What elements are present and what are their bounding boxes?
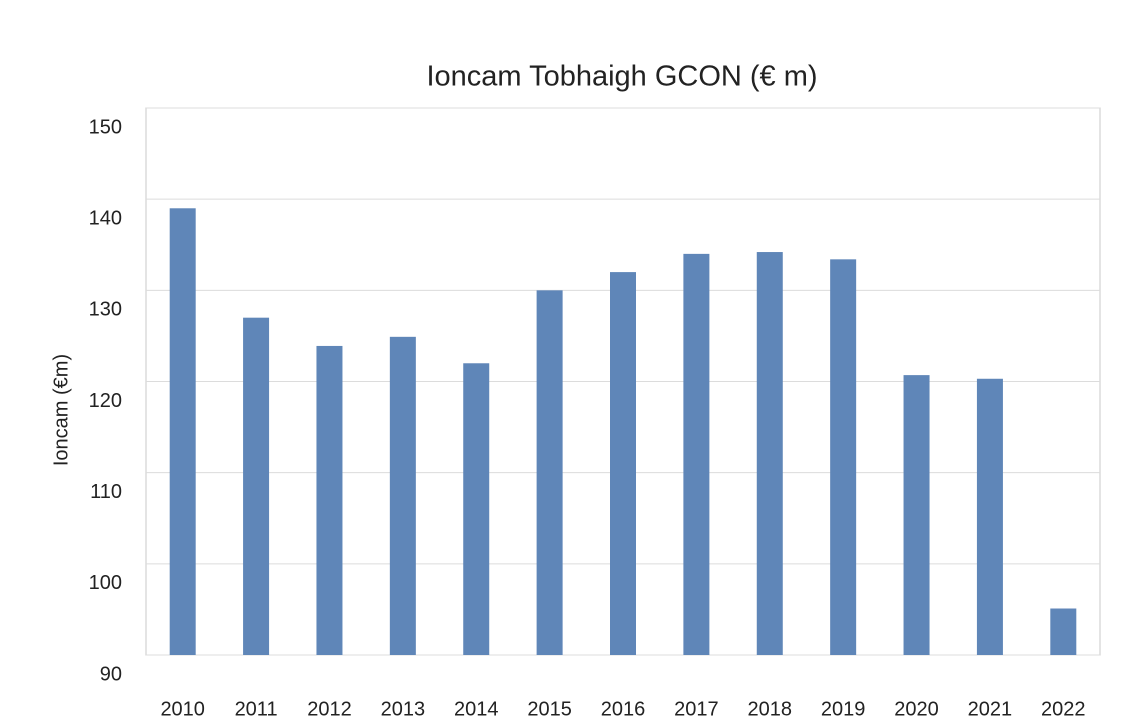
x-tick-label: 2012: [307, 698, 352, 720]
y-tick-label: 110: [90, 481, 122, 503]
bar: [976, 378, 1003, 655]
bar: [756, 252, 783, 655]
bar: [830, 259, 857, 655]
bar: [316, 345, 343, 655]
bar: [463, 363, 490, 655]
x-tick-label: 2010: [160, 698, 205, 720]
x-tick-label: 2019: [821, 698, 866, 720]
x-tick-label: 2017: [674, 698, 719, 720]
x-tick-label: 2016: [601, 698, 646, 720]
x-tick-label: 2013: [381, 698, 426, 720]
y-axis-label: Ioncam (€m): [50, 354, 72, 466]
y-tick-label: 140: [89, 207, 122, 229]
x-tick-label: 2022: [1041, 698, 1086, 720]
y-tick-label: 100: [89, 572, 122, 594]
chart-title: Ioncam Tobhaigh GCON (€ m): [426, 61, 817, 93]
bar: [536, 290, 563, 655]
x-tick-label: 2015: [527, 698, 572, 720]
bar: [389, 336, 416, 655]
bar: [169, 208, 196, 656]
y-tick-label: 120: [89, 390, 122, 412]
x-tick-label: 2014: [454, 698, 499, 720]
bar: [903, 375, 930, 655]
y-tick-label: 130: [89, 299, 122, 321]
bar: [683, 253, 710, 655]
bar: [1050, 608, 1077, 655]
bar: [610, 272, 636, 655]
x-tick-label: 2021: [968, 698, 1013, 720]
x-tick-label: 2020: [894, 698, 939, 720]
y-tick-label: 150: [89, 116, 122, 138]
x-tick-label: 2011: [235, 698, 278, 720]
bar: [243, 317, 270, 655]
x-tick-label: 2018: [748, 698, 793, 720]
y-tick-label: 90: [100, 663, 122, 685]
